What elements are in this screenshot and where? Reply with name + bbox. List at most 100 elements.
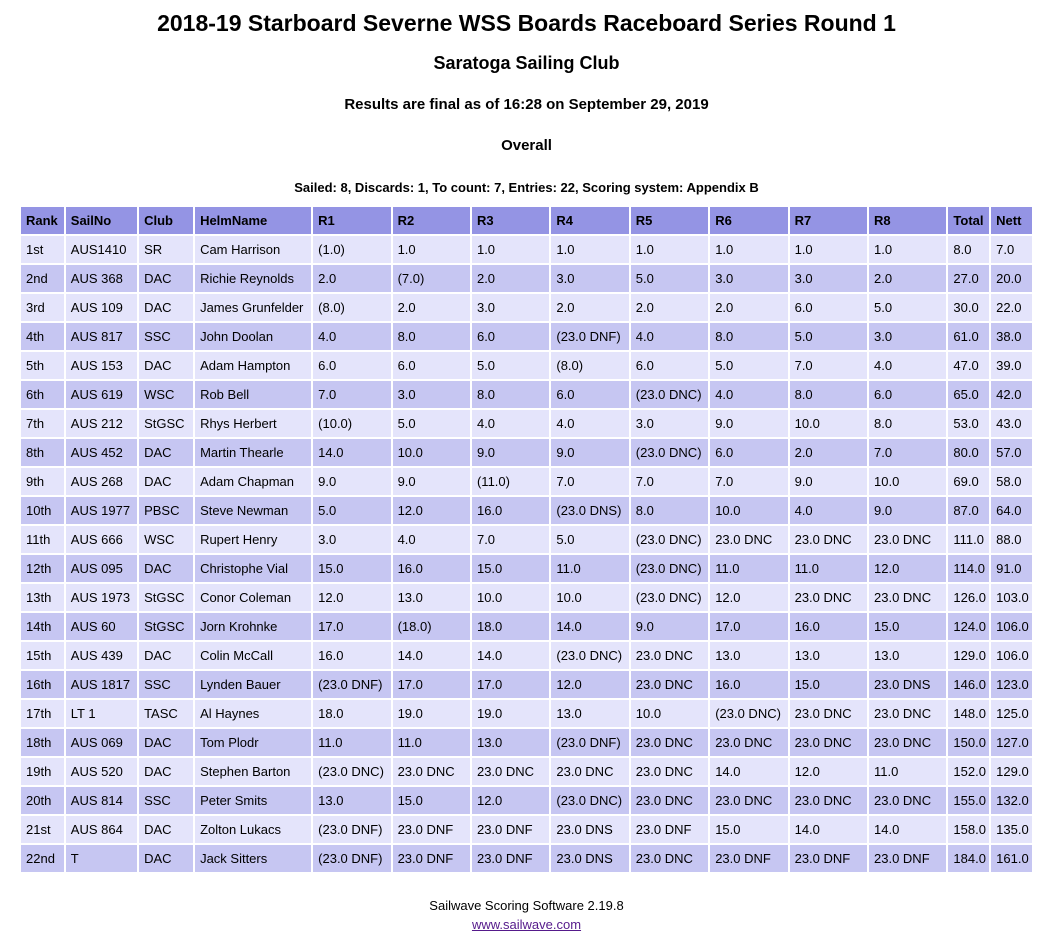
cell-r3: 23.0 DNC (469, 756, 552, 787)
cell-r5: 23.0 DNC (628, 640, 711, 671)
cell-r5: 23.0 DNC (628, 756, 711, 787)
table-row: 2nd AUS 368 DAC Richie Reynolds 2.0 (7.0) 2.0 3… (19, 263, 1034, 294)
cell-r8: 23.0 DNC (866, 524, 949, 555)
column-header-sailno: SailNo (63, 205, 140, 236)
cell-r1: 7.0 (311, 379, 393, 410)
cell-r6: 10.0 (708, 495, 790, 526)
cell-r2: 13.0 (390, 582, 472, 613)
table-row: 14th AUS 60 StGSC Jorn Krohnke 17.0 (18.0) 18.… (19, 611, 1034, 642)
cell-club: DAC (137, 350, 196, 381)
cell-rank: 5th (19, 350, 66, 381)
cell-r4: 4.0 (549, 408, 631, 439)
column-header-rank: Rank (19, 205, 66, 236)
cell-nett: 123.0 (989, 669, 1034, 700)
cell-r4: 6.0 (549, 379, 631, 410)
cell-club: PBSC (137, 495, 196, 526)
cell-r4: 12.0 (549, 669, 631, 700)
table-row: 16th AUS 1817 SSC Lynden Bauer (23.0 DNF) 17.… (19, 669, 1034, 700)
cell-club: SR (137, 234, 196, 265)
cell-r1: (10.0) (311, 408, 393, 439)
cell-rank: 8th (19, 437, 66, 468)
cell-r2: 23.0 DNF (390, 843, 472, 874)
cell-r6: 15.0 (708, 814, 790, 845)
cell-r8: 3.0 (866, 321, 949, 352)
sailwave-link[interactable]: www.sailwave.com (471, 917, 582, 932)
cell-r2: 10.0 (390, 437, 472, 468)
cell-r2: 6.0 (390, 350, 472, 381)
cell-club: DAC (137, 756, 196, 787)
cell-r8: 9.0 (866, 495, 949, 526)
results-body: 1st AUS1410 SR Cam Harrison (1.0) 1.0 1.0 1.0 1.… (19, 234, 1034, 874)
cell-r8: 12.0 (866, 553, 949, 584)
column-header-r1: R1 (311, 205, 393, 236)
cell-r2: 3.0 (390, 379, 472, 410)
footer: Sailwave Scoring Software 2.19.8 www.sai… (0, 898, 1053, 952)
cell-sailno: AUS 439 (63, 640, 140, 671)
cell-r3: 2.0 (469, 263, 552, 294)
cell-r6: 4.0 (708, 379, 790, 410)
cell-r2: (7.0) (390, 263, 472, 294)
cell-r8: 13.0 (866, 640, 949, 671)
cell-club: DAC (137, 553, 196, 584)
cell-total: 30.0 (946, 292, 992, 323)
table-row: 3rd AUS 109 DAC James Grunfelder (8.0) 2.0 3.0… (19, 292, 1034, 323)
cell-r4: 14.0 (549, 611, 631, 642)
cell-r3: 16.0 (469, 495, 552, 526)
column-header-r4: R4 (549, 205, 631, 236)
cell-r8: 8.0 (866, 408, 949, 439)
cell-r5: 2.0 (628, 292, 711, 323)
cell-rank: 13th (19, 582, 66, 613)
cell-r2: 12.0 (390, 495, 472, 526)
results-page: 2018-19 Starboard Severne WSS Boards Rac… (0, 10, 1053, 952)
cell-r7: 6.0 (787, 292, 870, 323)
cell-nett: 127.0 (989, 727, 1034, 758)
cell-r7: 2.0 (787, 437, 870, 468)
cell-r1: (23.0 DNF) (311, 669, 393, 700)
cell-sailno: AUS 666 (63, 524, 140, 555)
column-header-r7: R7 (787, 205, 870, 236)
cell-club: WSC (137, 524, 196, 555)
cell-r2: 8.0 (390, 321, 472, 352)
table-row: 11th AUS 666 WSC Rupert Henry 3.0 4.0 7.0 5.0 (2… (19, 524, 1034, 555)
cell-r8: 23.0 DNC (866, 785, 949, 816)
cell-r8: 23.0 DNF (866, 843, 949, 874)
cell-helmname: Martin Thearle (193, 437, 314, 468)
cell-helmname: Richie Reynolds (193, 263, 314, 294)
cell-nett: 88.0 (989, 524, 1034, 555)
cell-helmname: Lynden Bauer (193, 669, 314, 700)
cell-r3: 9.0 (469, 437, 552, 468)
cell-r4: 11.0 (549, 553, 631, 584)
cell-r2: 2.0 (390, 292, 472, 323)
cell-r7: 15.0 (787, 669, 870, 700)
cell-r2: 23.0 DNC (390, 756, 472, 787)
cell-sailno: AUS 814 (63, 785, 140, 816)
results-final-note: Results are final as of 16:28 on Septemb… (344, 96, 709, 113)
cell-r5: 10.0 (628, 698, 711, 729)
cell-r6: 2.0 (708, 292, 790, 323)
cell-total: 124.0 (946, 611, 992, 642)
cell-rank: 12th (19, 553, 66, 584)
cell-r6: 14.0 (708, 756, 790, 787)
cell-r6: 17.0 (708, 611, 790, 642)
cell-nett: 125.0 (989, 698, 1034, 729)
cell-helmname: Adam Hampton (193, 350, 314, 381)
table-row: 5th AUS 153 DAC Adam Hampton 6.0 6.0 5.0 (8.0) 6… (19, 350, 1034, 381)
column-header-helmname: HelmName (193, 205, 314, 236)
cell-r5: 23.0 DNC (628, 669, 711, 700)
cell-sailno: AUS 069 (63, 727, 140, 758)
cell-r6: 23.0 DNC (708, 785, 790, 816)
cell-sailno: AUS 095 (63, 553, 140, 584)
cell-total: 152.0 (946, 756, 992, 787)
header-row: Rank SailNo Club HelmName R1 R2 R3 R4 R5 R6 R7 R8 To… (19, 205, 1034, 236)
cell-r5: (23.0 DNC) (628, 379, 711, 410)
table-row: 17th LT 1 TASC Al Haynes 18.0 19.0 19.0 13.0 10.… (19, 698, 1034, 729)
cell-r1: 13.0 (311, 785, 393, 816)
cell-club: TASC (137, 698, 196, 729)
results-table: Rank SailNo Club HelmName R1 R2 R3 R4 R5 R6 R7 R8 To… (19, 205, 1034, 874)
cell-rank: 15th (19, 640, 66, 671)
cell-helmname: Al Haynes (193, 698, 314, 729)
cell-total: 158.0 (946, 814, 992, 845)
cell-nett: 135.0 (989, 814, 1034, 845)
cell-club: DAC (137, 843, 196, 874)
cell-nett: 20.0 (989, 263, 1034, 294)
